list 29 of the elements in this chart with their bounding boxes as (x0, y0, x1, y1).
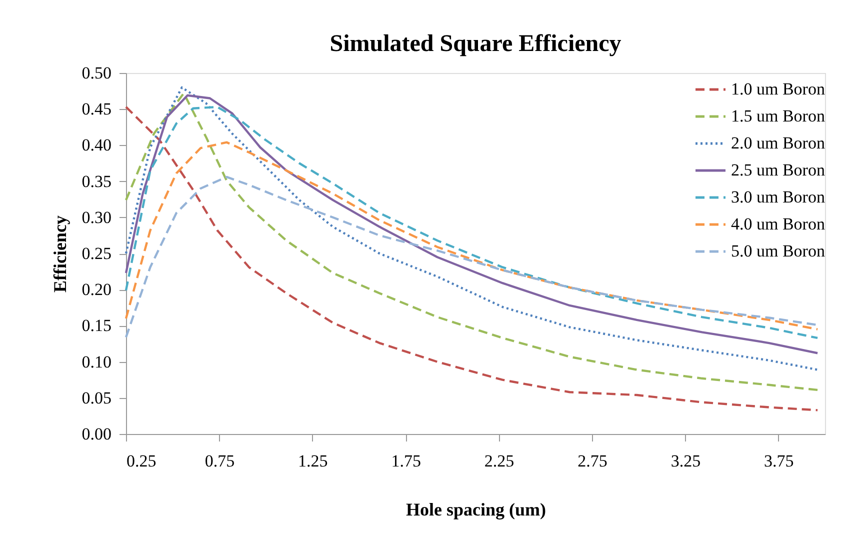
y-axis-title: Efficiency (50, 216, 70, 292)
x-tick-label: 2.75 (578, 452, 608, 470)
x-tick-label: 0.25 (126, 452, 156, 470)
chart-title: Simulated Square Efficiency (330, 31, 622, 57)
x-tick-label: 1.25 (298, 452, 328, 470)
y-tick-label: 0.05 (82, 388, 112, 408)
x-tick-label: 1.75 (391, 452, 421, 470)
y-tick-label: 0.40 (82, 136, 112, 155)
y-tick-label: 0.00 (82, 424, 112, 444)
legend-label: 1.5 um Boron (731, 106, 826, 126)
y-tick-label: 0.10 (82, 352, 112, 372)
x-tick-label: 2.25 (484, 452, 514, 470)
y-tick-label: 0.30 (82, 208, 112, 227)
legend-label: 1.0 um Boron (731, 80, 826, 98)
legend-label: 5.0 um Boron (731, 242, 826, 260)
legend-label: 2.0 um Boron (731, 134, 826, 152)
legend-label: 3.0 um Boron (731, 188, 826, 206)
y-tick-label: 0.20 (82, 280, 112, 300)
x-tick-label: 3.25 (670, 452, 701, 470)
x-axis-title: Hole spacing (um) (406, 500, 546, 520)
y-tick-label: 0.15 (82, 316, 112, 336)
y-tick-label: 0.35 (82, 172, 112, 191)
x-tick-label: 0.75 (204, 452, 235, 470)
legend-label: 4.0 um Boron (731, 214, 826, 234)
y-tick-label: 0.45 (82, 100, 112, 119)
y-tick-label: 0.50 (82, 64, 112, 82)
legend-label: 2.5 um Boron (731, 160, 826, 180)
y-tick-label: 0.25 (82, 244, 112, 263)
x-tick-label: 3.75 (764, 452, 794, 470)
